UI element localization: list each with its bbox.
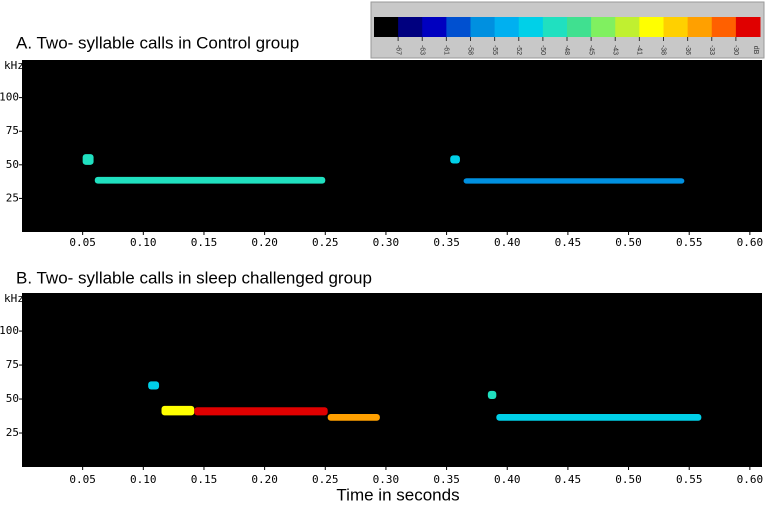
syllable [463,178,685,184]
colorbar-label: -63 [418,45,425,55]
colorbar-label: -41 [636,45,643,55]
colorbar-label: -58 [467,45,474,55]
colorbar-cell [687,17,713,37]
colorbar-cell [494,17,520,37]
colorbar-cell [639,17,664,37]
syllable [496,413,702,421]
colorbar-label: -61 [443,45,450,55]
x-tick-label: 0.55 [676,473,703,486]
colorbar-cell [422,17,447,37]
x-tick-label: 0.25 [312,236,339,249]
colorbar-label: -48 [563,45,570,55]
plot-area [22,293,762,467]
x-tick-label: 0.05 [69,236,96,249]
x-tick-label: 0.10 [130,236,157,249]
syllable [148,381,160,390]
y-tick-label: 75 [6,358,19,371]
x-tick-label: 0.50 [615,473,642,486]
colorbar-cell [374,17,399,37]
x-tick-label: 0.40 [494,236,521,249]
y-tick-label: 50 [6,158,19,171]
x-axis-label: Time in seconds [336,485,459,504]
colorbar-label: -67 [394,45,401,55]
panel-title: A. Two- syllable calls in Control group [16,33,299,52]
y-axis-label: kHz [4,59,24,72]
colorbar-label: -36 [684,45,691,55]
colorbar-unit: dB [752,46,759,55]
x-tick-label: 0.45 [555,236,582,249]
colorbar-cell [470,17,496,37]
x-tick-label: 0.55 [676,236,703,249]
colorbar-cell [518,17,544,37]
y-tick-label: 100 [0,91,19,104]
x-tick-label: 0.30 [373,473,400,486]
y-tick-label: 25 [6,191,19,204]
colorbar-cell [567,17,592,37]
syllable [161,405,195,416]
x-tick-label: 0.60 [737,473,764,486]
colorbar-label: -52 [515,45,522,55]
syllable [194,407,328,416]
x-tick-label: 0.30 [373,236,400,249]
y-tick-label: 25 [6,426,19,439]
colorbar-cell [711,17,737,37]
colorbar-cell [663,17,689,37]
colorbar-label: -55 [491,45,498,55]
syllable [82,154,94,165]
x-tick-label: 0.15 [191,236,218,249]
x-tick-label: 0.20 [251,236,278,249]
colorbar-cell [591,17,616,37]
colorbar-label: -43 [611,45,618,55]
colorbar-cell [735,17,761,37]
colorbar-cell [615,17,640,37]
y-axis-label: kHz [4,292,24,305]
y-tick-label: 75 [6,124,19,137]
syllable [94,176,326,184]
x-tick-label: 0.60 [737,236,764,249]
y-tick-label: 50 [6,392,19,405]
x-tick-label: 0.45 [555,473,582,486]
x-tick-label: 0.25 [312,473,339,486]
colorbar-label: -38 [660,45,667,55]
x-tick-label: 0.35 [433,236,460,249]
x-tick-label: 0.35 [433,473,460,486]
x-tick-label: 0.10 [130,473,157,486]
x-tick-label: 0.50 [615,236,642,249]
x-tick-label: 0.40 [494,473,521,486]
colorbar-label: -33 [708,45,715,55]
x-tick-label: 0.20 [251,473,278,486]
colorbar-cell [446,17,471,37]
colorbar-label: -30 [732,45,739,55]
syllable [327,413,380,421]
y-tick-label: 100 [0,324,19,337]
colorbar-label: -45 [587,45,594,55]
plot-area [22,60,762,232]
x-tick-label: 0.15 [191,473,218,486]
syllable [450,155,460,164]
colorbar-label: -50 [539,45,546,55]
colorbar-cell [398,17,423,37]
colorbar-cell [542,17,568,37]
x-tick-label: 0.05 [69,473,96,486]
panel-title: B. Two- syllable calls in sleep challeng… [16,268,372,287]
syllable [487,390,497,400]
